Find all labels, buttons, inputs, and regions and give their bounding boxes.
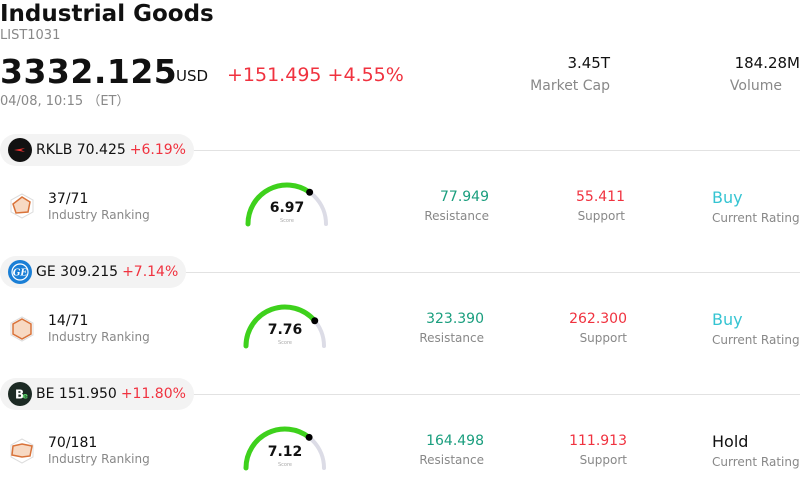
- volume-value: 184.28M: [734, 54, 800, 72]
- stock-ticker: RKLB: [36, 142, 73, 158]
- score-gauge: [245, 182, 328, 227]
- page-title: Industrial Goods: [0, 1, 214, 27]
- score-gauge: [243, 304, 326, 349]
- industry-ranking-value: 37/71: [48, 191, 89, 207]
- index-code: LIST1031: [0, 28, 61, 43]
- support-label: Support: [577, 209, 625, 223]
- support-label: Support: [579, 453, 627, 467]
- current-rating-value: Buy: [712, 188, 743, 207]
- current-rating-value: Buy: [712, 310, 743, 329]
- section-divider: [0, 272, 800, 273]
- industry-ranking-icon: [10, 438, 34, 464]
- stock-ticker: GE: [36, 264, 56, 280]
- stock-change: +7.14%: [122, 264, 179, 280]
- support-label: Support: [579, 331, 627, 345]
- industry-ranking-label: Industry Ranking: [48, 330, 150, 344]
- timestamp: 04/08, 10:15 （ET）: [0, 94, 130, 109]
- score-label: Score: [279, 218, 294, 224]
- industry-ranking-icon: [10, 316, 34, 342]
- current-rating-label: Current Rating: [712, 211, 800, 225]
- resistance-value: 77.949: [440, 189, 489, 205]
- score-value: 7.76: [267, 322, 303, 338]
- stock-change: +11.80%: [120, 386, 186, 402]
- resistance-label: Resistance: [424, 209, 489, 223]
- score-value: 7.12: [267, 444, 303, 460]
- stock-change: +6.19%: [129, 142, 186, 158]
- currency-label: USD: [176, 67, 209, 85]
- rocketlab-logo-icon: [8, 138, 32, 162]
- score-label: Score: [277, 462, 292, 468]
- score-gauge: [243, 426, 326, 471]
- resistance-label: Resistance: [419, 331, 484, 345]
- ge-logo-icon: GE: [8, 260, 32, 284]
- section-divider: [0, 150, 800, 151]
- stock-ticker: BE: [36, 386, 55, 402]
- section-divider: [0, 394, 800, 395]
- volume-label: Volume: [729, 78, 782, 94]
- industry-ranking-value: 70/181: [48, 435, 98, 451]
- index-price: 3332.125: [0, 52, 178, 91]
- resistance-value: 323.390: [426, 311, 484, 327]
- svg-text:GE: GE: [13, 269, 28, 279]
- svg-text:B: B: [15, 388, 24, 402]
- support-value: 55.411: [576, 189, 625, 205]
- industry-ranking-label: Industry Ranking: [48, 208, 150, 222]
- resistance-label: Resistance: [419, 453, 484, 467]
- current-rating-value: Hold: [712, 432, 749, 451]
- price-change: +151.495 +4.55%: [227, 64, 404, 86]
- score-label: Score: [277, 340, 292, 346]
- stock-pill-rklb[interactable]: RKLB 70.425 +6.19%: [0, 134, 194, 166]
- resistance-value: 164.498: [426, 433, 484, 449]
- industry-ranking-label: Industry Ranking: [48, 452, 150, 466]
- stock-price: 309.215: [60, 264, 119, 280]
- stock-price: 151.950: [58, 386, 117, 402]
- market-cap-label: Market Cap: [530, 78, 610, 94]
- market-cap-value: 3.45T: [567, 54, 610, 72]
- stock-pill-ge[interactable]: GE GE 309.215 +7.14%: [0, 256, 187, 288]
- score-value: 6.97: [269, 200, 305, 216]
- industry-ranking-value: 14/71: [48, 313, 89, 329]
- stock-price: 70.425: [76, 142, 126, 158]
- svg-text:e: e: [23, 392, 29, 401]
- support-value: 111.913: [569, 433, 627, 449]
- current-rating-label: Current Rating: [712, 455, 800, 469]
- industry-ranking-icon: [10, 193, 34, 219]
- current-rating-label: Current Rating: [712, 333, 800, 347]
- support-value: 262.300: [569, 311, 627, 327]
